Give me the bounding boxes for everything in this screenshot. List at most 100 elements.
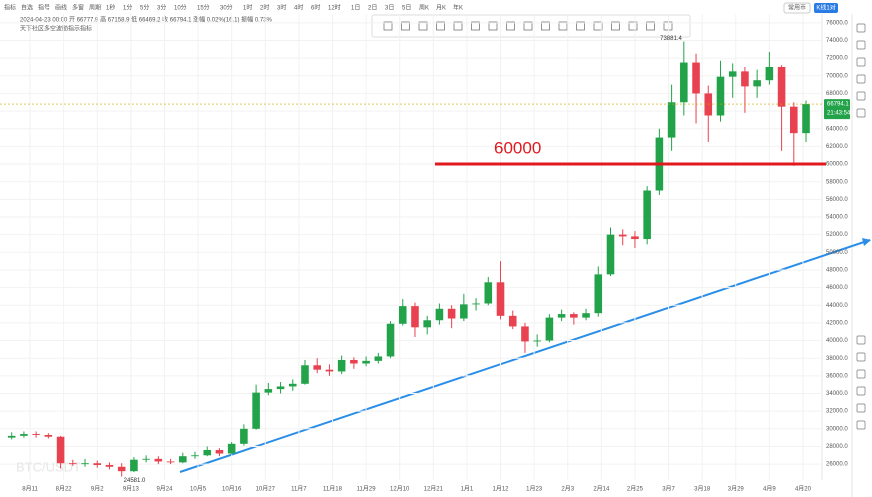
x-tick-label: 10月27 xyxy=(256,486,276,493)
tool-icon[interactable] xyxy=(506,21,515,31)
toolbar-item[interactable]: 1秒 xyxy=(106,4,115,12)
last-price-box xyxy=(824,99,850,120)
sidebar-icon[interactable] xyxy=(856,74,866,84)
x-tick-label: 11月7 xyxy=(291,486,307,493)
selector[interactable] xyxy=(783,2,811,14)
y-tick-label: 48000.0 xyxy=(826,268,848,274)
y-tick-label: 54000.0 xyxy=(826,215,848,221)
toolbar-item[interactable]: 12时 xyxy=(328,4,341,12)
toolbar-item[interactable]: 自选 xyxy=(21,4,33,12)
mode-button[interactable] xyxy=(814,3,838,13)
x-tick-label: 1月1 xyxy=(461,486,474,493)
x-tick-label: 10月5 xyxy=(190,486,207,493)
countdown: 21:43:54 xyxy=(827,111,851,117)
toolbar-item[interactable]: 画线 xyxy=(55,4,67,12)
sidebar-icon[interactable] xyxy=(856,403,866,413)
tool-icon[interactable] xyxy=(436,21,445,31)
tool-icon[interactable] xyxy=(611,21,620,31)
toolbar-item[interactable]: 多窗 xyxy=(72,4,84,12)
tool-icon[interactable] xyxy=(558,21,568,31)
trend-line xyxy=(179,239,871,473)
toolbar-item[interactable]: 3时 xyxy=(277,4,286,12)
y-tick-label: 72000.0 xyxy=(826,56,848,62)
sidebar xyxy=(856,23,866,430)
y-tick-label: 58000.0 xyxy=(826,179,848,185)
candle-body xyxy=(7,435,16,438)
candle-body xyxy=(606,234,615,275)
candle-body xyxy=(252,392,260,429)
min-label: 24581.0 xyxy=(124,478,146,484)
toolbar-item[interactable]: 6时 xyxy=(311,4,320,12)
toolbar-item[interactable]: 周期 xyxy=(89,4,101,12)
y-tick-label: 62000.0 xyxy=(826,144,848,150)
sidebar-icon[interactable] xyxy=(856,40,866,50)
toolbar-item[interactable]: 10分 xyxy=(174,4,187,12)
candle-body xyxy=(154,458,163,462)
toolbar-item[interactable]: 2日 xyxy=(368,5,377,12)
tool-icon[interactable] xyxy=(471,21,480,31)
max-label: 73881.4 xyxy=(660,36,682,42)
candle-body xyxy=(472,303,480,305)
tool-icon[interactable] xyxy=(418,21,428,31)
candle-body xyxy=(582,313,590,318)
candle-body xyxy=(728,71,737,77)
x-tick-label: 3月29 xyxy=(728,486,745,493)
sidebar-icon[interactable] xyxy=(856,420,866,430)
tool-icon[interactable] xyxy=(453,21,463,31)
candle-body xyxy=(264,389,273,393)
info-line: 2024-04-23 00:00 开 66777.9 高 67158.9 低 6… xyxy=(20,16,272,24)
toolbar-item[interactable]: 5日 xyxy=(402,5,411,12)
watermark: BTC/USDT xyxy=(16,459,81,474)
sidebar-icon[interactable] xyxy=(856,352,866,362)
candle-body xyxy=(753,80,761,87)
sidebar-icon[interactable] xyxy=(856,335,866,345)
toolbar-item[interactable]: 3日 xyxy=(385,5,394,12)
x-tick-label: 9月24 xyxy=(156,486,173,493)
toolbar-item[interactable]: 2时 xyxy=(260,4,269,12)
toolbar-item[interactable]: 月K xyxy=(436,5,446,12)
toolbar-item[interactable]: 4时 xyxy=(294,4,303,12)
tool-icon[interactable] xyxy=(593,21,603,31)
toolbar-item[interactable]: 15分 xyxy=(197,4,210,12)
sidebar-icon[interactable] xyxy=(856,91,866,101)
toolbar-item[interactable]: 5分 xyxy=(140,4,149,12)
candle-body xyxy=(105,464,114,467)
candle-body xyxy=(618,234,627,237)
candle-body xyxy=(765,66,774,81)
toolbar: 指标 自选 指号 画线 多窗 周期 1秒 1分 5分 3分 10分 15分 30分 1时 2时 3时 4时 6时 1… xyxy=(4,4,463,12)
candle-body xyxy=(227,443,236,454)
toolbar-item[interactable]: 30分 xyxy=(220,4,233,12)
tool-icon[interactable] xyxy=(488,21,498,31)
tool-icon[interactable] xyxy=(401,21,410,31)
indicator-line: 天下社区多空波動指示指标 xyxy=(20,25,92,33)
x-tick-label: 2月14 xyxy=(593,486,610,493)
sidebar-icon[interactable] xyxy=(856,108,866,118)
y-tick-label: 46000.0 xyxy=(826,285,848,291)
candle-body xyxy=(496,282,505,316)
tool-icon[interactable] xyxy=(541,21,550,31)
drawing-toolbar xyxy=(371,14,691,38)
sidebar-icon[interactable] xyxy=(856,57,866,67)
toolbar-item[interactable]: 周K xyxy=(419,5,429,12)
tool-icon[interactable] xyxy=(646,21,655,31)
mode-button-label: K线1对 xyxy=(816,4,835,12)
candle-body xyxy=(594,274,603,314)
tool-icon[interactable] xyxy=(576,21,585,31)
toolbar-item[interactable]: 指号 xyxy=(38,4,50,12)
tool-icon[interactable] xyxy=(628,21,638,31)
toolbar-item[interactable]: 3分 xyxy=(157,4,166,12)
sidebar-icon[interactable] xyxy=(856,369,866,379)
toolbar-item[interactable]: 1日 xyxy=(351,5,360,12)
toolbar-item[interactable]: 1时 xyxy=(243,4,252,12)
y-tick-label: 28000.0 xyxy=(826,444,848,450)
toolbar-item[interactable]: 年K xyxy=(453,4,463,12)
tool-icon[interactable] xyxy=(663,21,673,31)
y-tick-label: 76000.0 xyxy=(826,20,848,26)
tool-icon[interactable] xyxy=(523,21,533,31)
sidebar-icon[interactable] xyxy=(856,386,866,396)
tool-icon[interactable] xyxy=(383,21,393,31)
x-tick-label: 10月16 xyxy=(222,486,242,493)
toolbar-item[interactable]: 指标 xyxy=(4,4,16,12)
toolbar-item[interactable]: 1分 xyxy=(123,4,132,12)
sidebar-icon[interactable] xyxy=(856,23,866,33)
